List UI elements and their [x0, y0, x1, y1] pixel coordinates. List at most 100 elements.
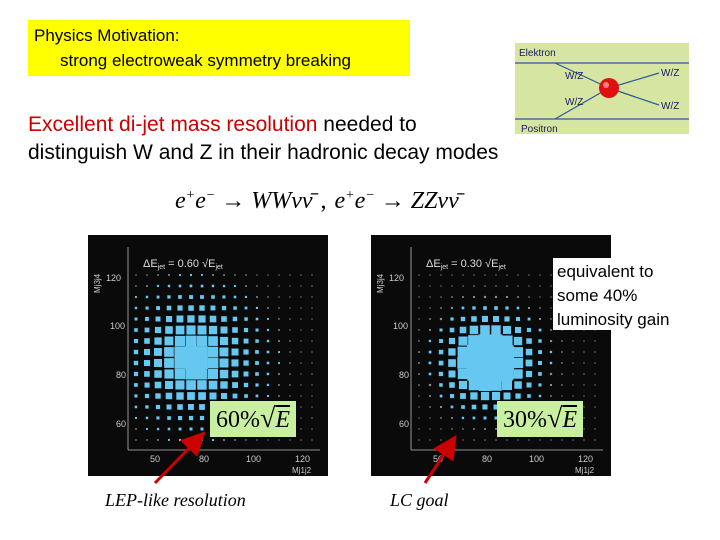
histogram-cell — [515, 327, 522, 334]
histogram-cell — [164, 358, 174, 368]
histogram-cell — [267, 395, 269, 397]
histogram-cell — [549, 361, 553, 365]
minus-sup-2: − — [365, 188, 375, 203]
sqrt-sign-left: √ — [260, 403, 276, 434]
histogram-cell — [133, 349, 139, 355]
histogram-cell — [470, 392, 478, 400]
histogram-cell — [221, 316, 227, 322]
histogram-cell — [189, 295, 193, 299]
plot-left-svg: 120 100 80 60 50 80 100 120 Mj3j4 Mj1j2 … — [93, 247, 320, 475]
histogram-cell — [440, 428, 442, 430]
histogram-cell — [201, 274, 203, 276]
histogram-cell — [500, 356, 514, 370]
histogram-cell — [245, 439, 247, 441]
histogram-cell — [234, 285, 236, 287]
histogram-cell — [504, 316, 510, 322]
y-axis-label: Mj3j4 — [93, 273, 102, 293]
minus-sup: − — [205, 188, 216, 203]
histogram-cell — [156, 427, 160, 431]
histogram-cell — [289, 274, 291, 276]
histogram-cell — [516, 317, 520, 321]
zz-final-state: ZZνν̄ — [410, 188, 459, 214]
histogram-cell — [289, 384, 291, 386]
histogram-cell — [200, 438, 203, 441]
histogram-cell — [517, 439, 519, 441]
histogram-cell — [528, 296, 530, 298]
histogram-cell — [471, 404, 477, 410]
histogram-cell — [154, 381, 162, 389]
histogram-cell — [178, 284, 182, 288]
histogram-cell — [457, 368, 469, 380]
histogram-cell — [266, 328, 270, 332]
histogram-cell — [156, 416, 160, 420]
histogram-cell — [243, 371, 249, 377]
histogram-cell — [440, 439, 442, 441]
electron-symbol-2: e — [334, 188, 346, 214]
histogram-cell — [167, 427, 171, 431]
histogram-cell — [439, 317, 443, 321]
histogram-cell — [418, 362, 420, 364]
histogram-cell — [211, 284, 215, 288]
histogram-cell — [561, 362, 563, 364]
histogram-cell — [289, 351, 291, 353]
histogram-cell — [550, 285, 552, 287]
arrow-symbol-2: → — [380, 188, 405, 214]
histogram-cell — [550, 296, 552, 298]
histogram-cell — [457, 357, 469, 369]
histogram-cell — [513, 347, 523, 357]
histogram-cell — [526, 338, 532, 344]
histogram-cell — [267, 274, 269, 276]
histogram-cell — [300, 428, 302, 430]
histogram-cell — [300, 362, 302, 364]
histogram-cell — [418, 340, 420, 342]
histogram-cell — [196, 368, 208, 380]
histogram-cell — [528, 274, 530, 276]
histogram-cell — [550, 329, 552, 331]
plus-sup: + — [185, 188, 196, 203]
histogram-cell — [468, 379, 480, 391]
histogram-cell — [300, 307, 302, 309]
histogram-cell — [177, 404, 183, 410]
statement-rest: needed to — [317, 113, 417, 136]
histogram-cell — [208, 325, 218, 335]
histogram-cell — [429, 417, 431, 419]
histogram-cell — [528, 307, 530, 309]
histogram-cell — [460, 393, 466, 399]
histogram-cell — [561, 439, 563, 441]
histogram-cell — [461, 306, 465, 310]
histogram-cell — [144, 393, 150, 399]
plot-right-markers — [418, 274, 596, 441]
histogram-cell — [429, 329, 431, 331]
histogram-cell — [594, 351, 596, 353]
histogram-cell — [526, 327, 531, 332]
y-axis-label: Mj3j4 — [376, 273, 385, 293]
histogram-cell — [594, 417, 596, 419]
histogram-cell — [450, 394, 455, 399]
histogram-cell — [231, 348, 239, 356]
histogram-cell — [538, 372, 542, 376]
histogram-cell — [451, 285, 453, 287]
histogram-cell — [231, 359, 239, 367]
histogram-cell — [594, 395, 596, 397]
histogram-cell — [289, 307, 291, 309]
histogram-cell — [255, 394, 259, 398]
histogram-cell — [278, 373, 280, 375]
histogram-cell — [232, 327, 238, 333]
histogram-cell — [451, 439, 453, 441]
histogram-cell — [144, 382, 150, 388]
histogram-cell — [550, 439, 552, 441]
histogram-cell — [167, 295, 171, 299]
histogram-cell — [232, 382, 238, 388]
histogram-cell — [175, 380, 185, 390]
histogram-cell — [429, 406, 431, 408]
histogram-cell — [156, 306, 160, 310]
histogram-cell — [311, 428, 313, 430]
histogram-cell — [179, 274, 181, 276]
caption-right: LC goal — [390, 490, 449, 510]
histogram-cell — [594, 428, 596, 430]
histogram-cell — [300, 439, 302, 441]
histogram-cell — [167, 416, 171, 420]
histogram-cell — [449, 382, 455, 388]
histogram-cell — [289, 318, 291, 320]
histogram-cell — [289, 329, 291, 331]
